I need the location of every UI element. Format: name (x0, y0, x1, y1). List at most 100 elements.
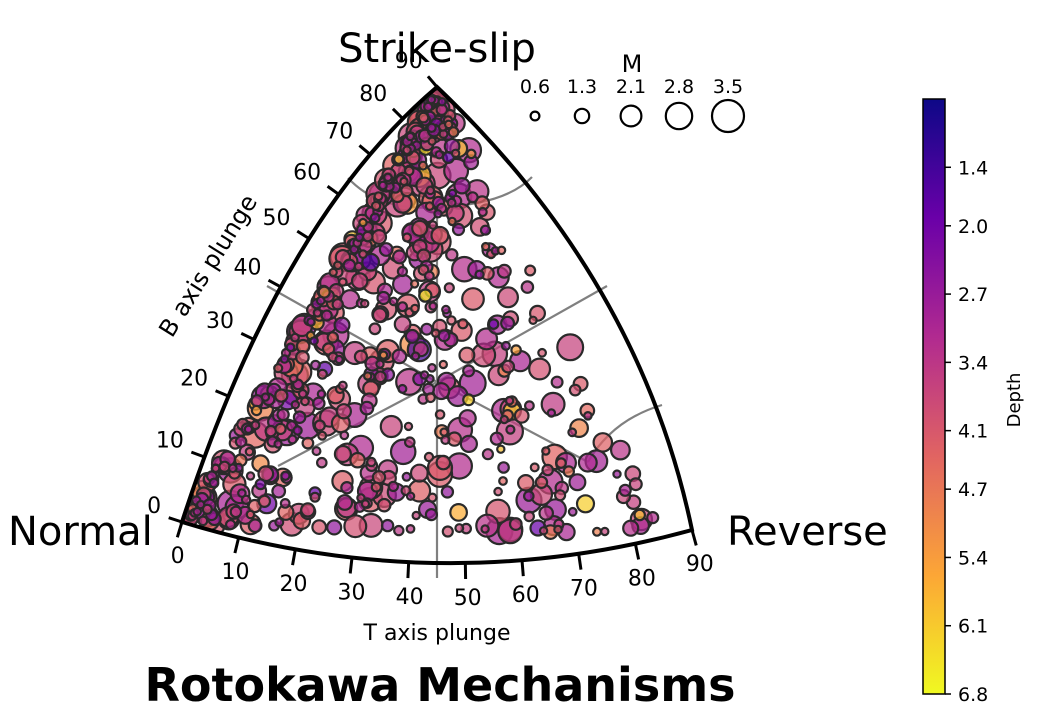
event-point (568, 383, 582, 397)
b-axis-tick-label: 20 (180, 367, 208, 392)
t-axis-tick (175, 521, 184, 538)
event-point (244, 446, 255, 457)
event-point (264, 424, 278, 438)
ternary-outline (179, 84, 695, 566)
event-point (350, 272, 369, 290)
b-axis-tick-label: 70 (325, 119, 353, 144)
event-point (439, 427, 449, 437)
event-point (311, 446, 322, 457)
event-point (370, 200, 382, 212)
event-point (195, 499, 206, 510)
t-axis-ticks: 0 10 20 30 40 50 60 70 80 90 (171, 521, 714, 611)
event-point (541, 446, 551, 456)
t-axis-tick-label: 90 (686, 552, 714, 577)
event-point (430, 328, 441, 339)
event-point (591, 526, 602, 537)
colorbar-tick-label: 5.4 (958, 547, 988, 569)
event-point (332, 260, 343, 271)
event-point (336, 494, 354, 511)
event-point (534, 475, 549, 489)
event-point (356, 493, 366, 503)
event-point (409, 463, 429, 483)
size-legend-label: 3.5 (713, 76, 743, 98)
event-point (633, 508, 646, 522)
event-point (335, 403, 352, 420)
size-legend-title: M (622, 50, 643, 78)
event-point (550, 375, 564, 389)
event-point (320, 309, 333, 322)
event-point (404, 328, 420, 344)
size-legend-marker (664, 101, 694, 131)
event-point (326, 331, 339, 344)
event-point (498, 476, 508, 486)
event-point (316, 368, 328, 380)
t-axis-tick (406, 562, 411, 579)
b-axis-tick (214, 389, 230, 398)
event-point (434, 150, 444, 160)
event-point (210, 463, 221, 474)
event-point (376, 497, 392, 513)
event-point (441, 304, 451, 315)
colorbar-tick-label: 2.0 (958, 216, 988, 238)
event-point (333, 444, 352, 464)
corner-label-left: Normal (8, 509, 153, 555)
event-point (370, 481, 382, 493)
event-point (340, 481, 354, 495)
t-axis-tick (233, 537, 241, 554)
t-axis-tick-label: 10 (222, 560, 250, 585)
event-point (466, 191, 479, 204)
b-axis-tick-label: 0 (147, 494, 161, 519)
event-point (434, 409, 446, 420)
event-point (383, 172, 393, 183)
event-point (334, 354, 344, 365)
chart-title: Rotokawa Mechanisms (144, 658, 736, 712)
event-point (524, 400, 535, 412)
event-point (237, 488, 247, 498)
t-axis-tick (291, 549, 297, 566)
event-point (401, 232, 413, 243)
event-point (410, 303, 420, 314)
event-point (360, 499, 371, 509)
t-axis-tick-label: 50 (454, 586, 482, 611)
event-point (397, 383, 408, 394)
event-point (197, 515, 209, 527)
event-point (400, 183, 414, 198)
t-axis-tick-label: 40 (396, 585, 424, 610)
event-point (326, 519, 343, 536)
event-point (568, 473, 587, 492)
colorbar-tick-label: 4.7 (958, 479, 988, 501)
event-point (403, 421, 414, 432)
event-point (538, 526, 549, 536)
event-point (287, 434, 298, 445)
event-point (376, 290, 391, 306)
event-point (411, 510, 421, 521)
event-point (445, 248, 459, 262)
b-axis-tick-label: 30 (206, 309, 234, 334)
event-point (313, 419, 326, 432)
event-point (250, 420, 261, 431)
event-point (358, 249, 368, 260)
event-point (465, 148, 477, 160)
event-point (311, 519, 328, 535)
event-point (378, 180, 388, 191)
b-axis-tick-label: 10 (156, 428, 184, 453)
t-axis-tick-label: 20 (280, 572, 308, 597)
event-point (577, 452, 598, 473)
event-point (524, 264, 537, 277)
event-point (496, 444, 506, 454)
event-point (380, 518, 395, 533)
event-point (459, 434, 478, 453)
event-point (295, 350, 310, 365)
event-point (192, 506, 203, 517)
colorbar-ticks: 1.4 2.0 2.7 3.4 4.1 4.7 5.4 6.1 6.8 (945, 157, 988, 706)
event-point (622, 519, 640, 537)
event-point (250, 404, 263, 417)
size-legend-marker (529, 110, 541, 122)
b-axis-tick (190, 450, 206, 459)
event-point (309, 491, 321, 503)
event-point (628, 477, 643, 492)
event-point (523, 510, 535, 523)
event-point (505, 424, 516, 435)
size-legend-marker (710, 98, 746, 134)
